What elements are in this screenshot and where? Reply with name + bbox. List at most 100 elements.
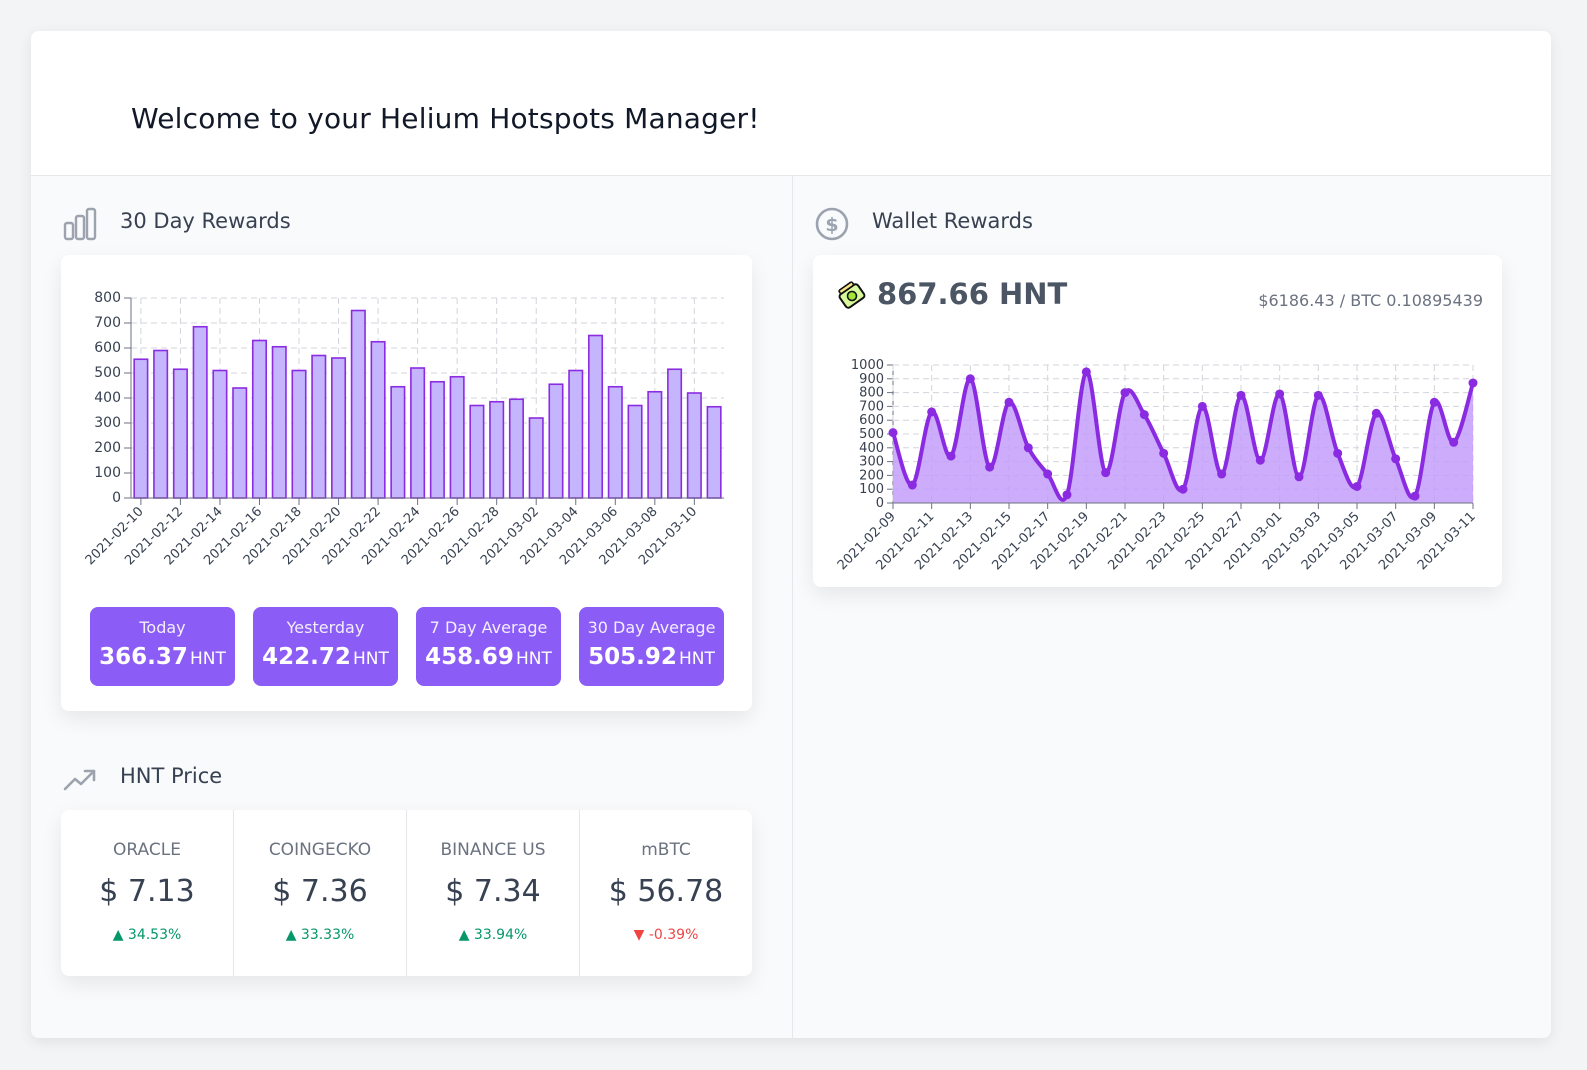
- data-point: [1352, 481, 1362, 491]
- y-tick-label: 1000: [851, 358, 884, 373]
- price-source: COINGECKO: [268, 840, 372, 860]
- dollar-circle-icon: $: [815, 207, 849, 241]
- stat-unit: HNT: [189, 649, 226, 669]
- price-change: ▲ 33.94%: [458, 927, 528, 943]
- data-point: [1159, 448, 1169, 458]
- y-tick-label: 0: [112, 490, 121, 506]
- wallet-rewards-chart: 010020030040050060070080090010002021-02-…: [835, 358, 1479, 573]
- bar: [410, 367, 426, 499]
- data-point: [1468, 378, 1478, 388]
- bar: [311, 354, 327, 499]
- rewards-bar-chart: 01002003004005006007008002021-02-102021-…: [83, 290, 724, 568]
- data-point: [1004, 397, 1014, 407]
- stat-number: 505.92: [588, 644, 677, 670]
- stat-label: Today: [139, 618, 186, 637]
- stat-unit: HNT: [352, 649, 389, 669]
- bar: [291, 369, 307, 499]
- price-change-value: 33.94%: [473, 927, 528, 943]
- wallet-balance: 867.66 HNT: [877, 277, 1068, 311]
- price-coingecko: COINGECKO $ 7.36 ▲ 33.33%: [234, 810, 406, 976]
- data-point: [1101, 468, 1111, 478]
- price-mbtc: mBTC $ 56.78 ▼ -0.39%: [580, 810, 752, 976]
- divider: [406, 810, 407, 976]
- price-change-value: 34.53%: [127, 927, 182, 943]
- price-change-value: -0.39%: [648, 927, 699, 943]
- data-point: [1178, 484, 1188, 494]
- price-value: $ 7.13: [99, 874, 195, 909]
- y-tick-label: 100: [94, 465, 121, 481]
- y-tick-label: 300: [94, 415, 121, 431]
- data-point: [1197, 401, 1207, 411]
- data-point: [1217, 469, 1227, 479]
- y-tick-label: 100: [859, 482, 884, 497]
- price-value: $ 7.34: [445, 874, 541, 909]
- bar: [568, 369, 584, 499]
- data-point: [1062, 490, 1072, 500]
- data-point: [1371, 408, 1381, 418]
- bar: [251, 339, 268, 499]
- data-point: [1255, 455, 1265, 465]
- y-tick-label: 200: [859, 468, 884, 483]
- bar: [607, 385, 623, 499]
- bar: [706, 405, 722, 499]
- data-point: [1294, 472, 1304, 482]
- bar: [647, 390, 663, 499]
- bar-chart-icon: [63, 207, 97, 241]
- price-binance-us: BINANCE US $ 7.34 ▲ 33.94%: [407, 810, 579, 976]
- bar: [192, 325, 208, 499]
- stat-label: Yesterday: [286, 618, 365, 637]
- y-tick-label: 500: [94, 365, 121, 381]
- bar: [528, 417, 544, 499]
- stat-value: 505.92 HNT: [579, 644, 724, 670]
- data-point: [946, 451, 956, 461]
- y-tick-label: 200: [94, 440, 121, 456]
- stat-yesterday: Yesterday 422.72 HNT: [253, 607, 398, 686]
- bar: [627, 404, 643, 499]
- data-point: [1043, 469, 1053, 479]
- price-change-value: 33.33%: [300, 927, 355, 943]
- price-source: ORACLE: [113, 840, 181, 860]
- data-point: [1236, 390, 1246, 400]
- bar: [153, 349, 169, 499]
- data-point: [1023, 443, 1033, 453]
- stat-7-day-average: 7 Day Average 458.69 HNT: [416, 607, 561, 686]
- helium-token-icon: [838, 281, 866, 309]
- divider: [233, 810, 234, 976]
- stat-label: 7 Day Average: [429, 618, 548, 637]
- y-tick-label: 700: [94, 315, 121, 331]
- stat-unit: HNT: [515, 649, 552, 669]
- data-point: [1410, 491, 1420, 501]
- price-oracle: ORACLE $ 7.13 ▲ 34.53%: [61, 810, 233, 976]
- page-header: Welcome to your Helium Hotspots Manager!: [31, 31, 1551, 176]
- wallet-section-title: Wallet Rewards: [872, 209, 1033, 233]
- price-section-title: HNT Price: [120, 764, 223, 788]
- stat-30-day-average: 30 Day Average 505.92 HNT: [579, 607, 724, 686]
- bar: [232, 387, 248, 499]
- price-change: ▲ 34.53%: [112, 927, 182, 943]
- stat-value: 422.72 HNT: [253, 644, 398, 670]
- price-value: $ 7.36: [272, 874, 368, 909]
- price-card: ORACLE $ 7.13 ▲ 34.53% COINGECKO $ 7.36 …: [61, 810, 752, 976]
- bar: [370, 340, 386, 499]
- data-point: [927, 407, 937, 417]
- y-tick-label: 400: [859, 441, 884, 456]
- data-point: [965, 374, 975, 384]
- stat-label: 30 Day Average: [587, 618, 716, 637]
- column-divider: [792, 176, 793, 1038]
- trending-up-icon: [63, 769, 96, 791]
- bar: [548, 383, 564, 499]
- y-tick-label: 900: [859, 372, 884, 387]
- wallet-conversion: $6186.43 / BTC 0.10895439: [1258, 291, 1483, 310]
- bar: [469, 404, 485, 499]
- svg-text:$: $: [825, 214, 838, 236]
- y-tick-label: 800: [859, 386, 884, 401]
- dashboard-panel: Welcome to your Helium Hotspots Manager!…: [31, 31, 1551, 1038]
- area-fill: [893, 371, 1473, 503]
- bar: [172, 368, 188, 499]
- data-point: [1275, 389, 1285, 399]
- stat-number: 422.72: [262, 644, 351, 670]
- stat-value: 458.69 HNT: [416, 644, 561, 670]
- bar: [686, 392, 702, 499]
- rewards-section-title: 30 Day Rewards: [120, 209, 291, 233]
- bar: [667, 368, 683, 499]
